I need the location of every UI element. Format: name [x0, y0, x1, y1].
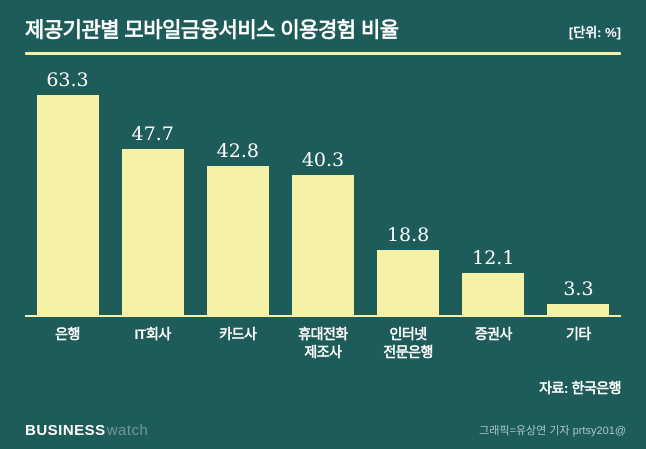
source-label: 자료: 한국은행 [539, 379, 621, 396]
bar-column: 3.3 [536, 278, 621, 316]
category-label: 기타 [566, 326, 591, 343]
bar [462, 273, 525, 316]
footer: BUSINESSwatch 그래픽=유상연 기자 prtsy201@ [0, 411, 646, 449]
bar-column: 47.7 [110, 123, 195, 316]
category-label: IT회사 [134, 326, 172, 343]
bar-column: 40.3 [280, 149, 365, 316]
bar-column: 18.8 [366, 224, 451, 316]
category-labels: 은행 IT회사 카드사 휴대전화 제조사 인터넷 전문은행 증권사 기타 [25, 325, 621, 361]
category-label: 증권사 [474, 326, 513, 343]
bar-column: 63.3 [25, 69, 110, 316]
category-label: 인터넷 전문은행 [383, 326, 433, 361]
category-label: 휴대전화 제조사 [298, 326, 348, 361]
unit-label: [단위: %] [568, 25, 621, 41]
bar-value-label: 12.1 [472, 247, 515, 270]
bar-value-label: 63.3 [46, 69, 89, 92]
bar [377, 250, 440, 316]
bars-area: 63.3 47.7 42.8 40.3 18.8 12.1 3.3 [25, 65, 621, 316]
bar [206, 166, 269, 316]
bar-value-label: 40.3 [301, 149, 345, 172]
title-underline [25, 52, 621, 56]
credit-label: 그래픽=유상연 기자 prtsy201@ [479, 425, 626, 437]
bar-chart: 63.3 47.7 42.8 40.3 18.8 12.1 3.3 은행 IT회사 카드사 휴대전… [25, 65, 621, 361]
category-label: 카드사 [219, 326, 257, 343]
bar [291, 175, 354, 316]
x-axis-line [25, 315, 621, 318]
bar [36, 95, 99, 316]
bar-column: 12.1 [451, 247, 536, 316]
bar-column: 42.8 [195, 140, 280, 316]
bar-value-label: 47.7 [131, 123, 174, 146]
businesswatch-logo: BUSINESSwatch [25, 422, 148, 439]
bar-value-label: 18.8 [386, 224, 430, 247]
header: 제공기관별 모바일금융서비스 이용경험 비율 [단위: %] [0, 0, 646, 43]
bar-value-label: 3.3 [563, 278, 594, 301]
logo-text-primary: BUSINESS [25, 421, 106, 439]
bar [121, 149, 184, 316]
logo-text-secondary: watch [106, 421, 149, 439]
bar [547, 304, 610, 316]
category-label: 은행 [55, 326, 80, 343]
page-title: 제공기관별 모바일금융서비스 이용경험 비율 [25, 19, 399, 42]
bar-value-label: 42.8 [216, 140, 259, 163]
